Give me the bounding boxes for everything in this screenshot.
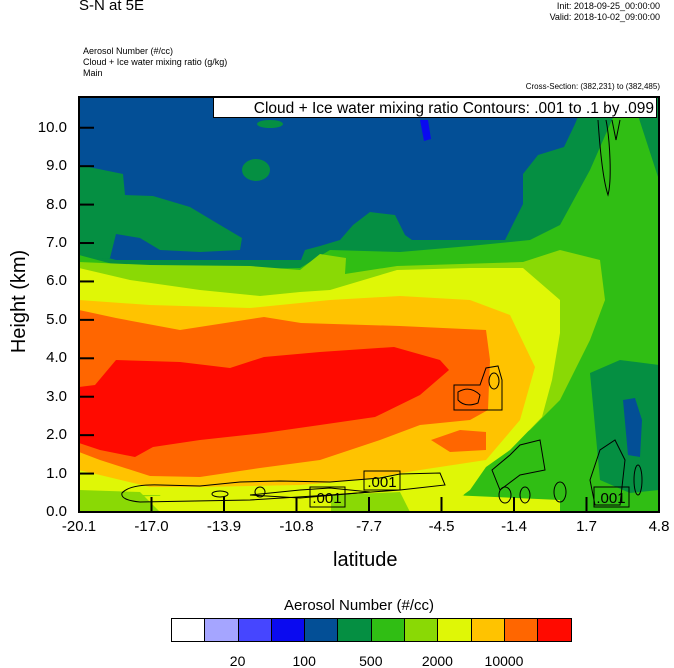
contour-label: .001 xyxy=(367,474,396,491)
contour-line xyxy=(488,372,500,390)
colorbar-label: 2000 xyxy=(421,653,453,668)
contour-line xyxy=(211,490,229,498)
colorbar-swatch xyxy=(438,619,472,641)
y-tick-label: 5.0 xyxy=(46,310,67,328)
filled-contours xyxy=(79,97,659,512)
y-tick-label: 3.0 xyxy=(46,387,67,405)
x-axis-label: latitude xyxy=(333,549,398,571)
colorbar-swatch xyxy=(371,619,406,641)
y-tick-label: 6.0 xyxy=(46,272,67,290)
x-tick-label: 4.8 xyxy=(648,518,670,535)
colorbar-swatch xyxy=(405,619,439,641)
contour-line xyxy=(553,481,567,503)
band-light-green-bottom xyxy=(79,490,410,512)
colorbar-swatch xyxy=(238,619,272,641)
band-blue-drip xyxy=(420,120,431,141)
y-tick-label: 7.0 xyxy=(46,234,67,252)
colorbar-swatch xyxy=(172,619,206,641)
x-tick-label: -7.7 xyxy=(356,518,382,535)
x-tick-label: 1.7 xyxy=(576,518,597,535)
y-tick-label: 9.0 xyxy=(46,157,67,175)
band-dark-green-right xyxy=(590,360,659,493)
colorbar-label: 500 xyxy=(359,653,383,668)
x-tick-label: -1.4 xyxy=(501,518,527,535)
contour-line xyxy=(457,388,481,406)
colorbar-swatch xyxy=(338,619,372,641)
contour-labels: .001 .001 .001 xyxy=(309,470,630,508)
band-red xyxy=(79,347,449,457)
subtitle-aerosol: Aerosol Number (#/cc) xyxy=(83,46,174,56)
subtitle-main: Main xyxy=(83,68,103,78)
colorbar-swatch xyxy=(471,619,505,641)
contour-line xyxy=(633,464,643,496)
colorbar xyxy=(171,618,572,642)
x-tick-label: -20.1 xyxy=(61,518,97,535)
contour-line xyxy=(249,487,371,499)
contour-line xyxy=(597,119,611,197)
contour-line xyxy=(611,119,621,141)
valid-time: Valid: 2018-10-02_09:00:00 xyxy=(549,12,660,22)
contour-line xyxy=(589,439,626,506)
y-tick-label: 4.0 xyxy=(46,349,67,367)
contour-line xyxy=(453,365,503,411)
y-tick-label: 10.0 xyxy=(37,118,67,136)
band-dark-green-top xyxy=(257,120,283,128)
contour-line xyxy=(519,486,531,504)
y-tick-label: 2.0 xyxy=(46,426,67,444)
contour-line xyxy=(254,486,266,498)
main-title: S-N at 5E xyxy=(79,0,145,14)
colorbar-label: 10000 xyxy=(484,653,524,668)
colorbar-swatch xyxy=(504,619,539,641)
colorbar-swatch xyxy=(205,619,239,641)
colorbar-swatch xyxy=(305,619,339,641)
colorbar-label: 100 xyxy=(292,653,316,668)
x-tick-label: -10.8 xyxy=(279,518,314,535)
band-yellow-bottom xyxy=(79,492,560,512)
contour-label: .001 xyxy=(596,490,625,507)
colorbar-swatch xyxy=(538,619,571,641)
colorbar-title: Aerosol Number (#/cc) xyxy=(284,597,435,614)
init-time: Init: 2018-09-25_00:00:00 xyxy=(556,1,660,11)
band-blue-patch xyxy=(623,398,642,457)
contour-label: .001 xyxy=(312,490,341,507)
colorbar-label: 20 xyxy=(229,653,246,668)
x-tick-label: -17.0 xyxy=(134,518,169,535)
y-axis-label: Height (km) xyxy=(8,249,31,354)
y-tick-label: 8.0 xyxy=(46,195,67,213)
subtitle-cloud: Cloud + Ice water mixing ratio (g/kg) xyxy=(83,57,228,67)
colorbar-swatch xyxy=(271,619,306,641)
cross-section-label: Cross-Section: (382,231) to (382,485) xyxy=(525,82,660,91)
contour-line xyxy=(498,486,512,504)
band-dark-green-lobe xyxy=(79,165,242,260)
contour-info-box: Cloud + Ice water mixing ratio Contours:… xyxy=(213,97,657,118)
x-tick-label: -4.5 xyxy=(428,518,455,535)
band-orange-patch xyxy=(431,430,486,452)
y-tick-label: 1.0 xyxy=(46,464,67,482)
band-dark-green-blob xyxy=(242,159,270,181)
x-tick-label: -13.9 xyxy=(206,518,242,535)
y-tick-label: 0.0 xyxy=(46,503,67,520)
